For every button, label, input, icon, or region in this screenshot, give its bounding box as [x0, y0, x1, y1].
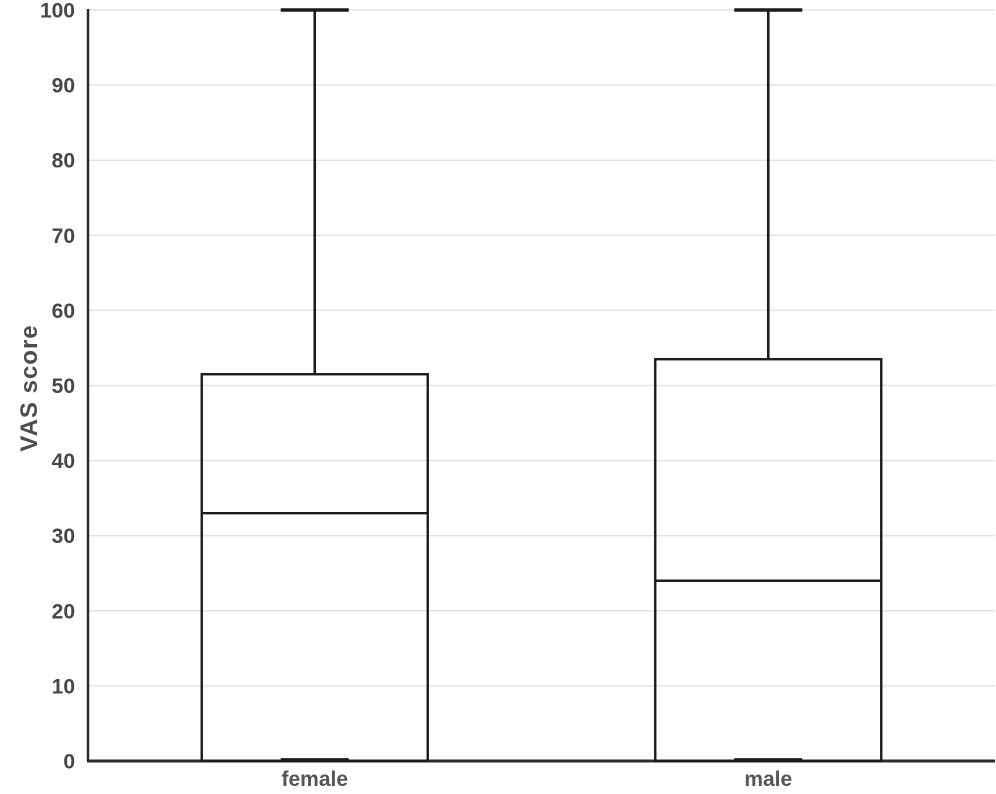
- y-tick-label-30: 30: [52, 525, 75, 548]
- box-male: [654, 358, 883, 763]
- y-tick-label-60: 60: [52, 300, 75, 323]
- y-tick-label-90: 90: [52, 75, 75, 98]
- y-tick-label-50: 50: [52, 375, 75, 398]
- x-category-label-female: female: [281, 768, 349, 791]
- y-axis-title: VAS score: [16, 324, 43, 452]
- y-tick-label-0: 0: [63, 751, 75, 774]
- y-tick-label-40: 40: [52, 450, 75, 473]
- y-tick-label-70: 70: [52, 225, 75, 248]
- y-tick-label-20: 20: [52, 600, 75, 623]
- y-tick-label-100: 100: [40, 0, 75, 23]
- y-tick-label-80: 80: [52, 150, 75, 173]
- y-tick-label-10: 10: [52, 675, 75, 698]
- x-category-label-male: male: [744, 768, 793, 791]
- box-female: [200, 373, 429, 763]
